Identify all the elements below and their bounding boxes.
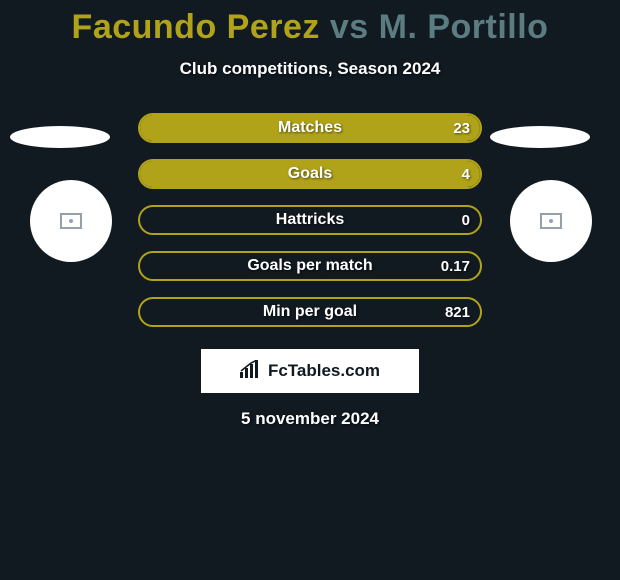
stat-label: Min per goal bbox=[263, 303, 357, 321]
title-player1: Facundo Perez bbox=[72, 8, 320, 46]
stat-label: Matches bbox=[278, 119, 342, 137]
brand-badge[interactable]: FcTables.com bbox=[201, 349, 419, 393]
date-text: 5 november 2024 bbox=[0, 409, 620, 429]
player2-flag-placeholder bbox=[540, 213, 562, 229]
stat-value-right: 821 bbox=[445, 304, 470, 321]
stat-label: Goals per match bbox=[247, 257, 372, 275]
subtitle: Club competitions, Season 2024 bbox=[0, 59, 620, 79]
stat-value-right: 23 bbox=[453, 120, 470, 137]
page-title: Facundo Perez vs M. Portillo bbox=[0, 0, 620, 47]
stat-row: Hattricks 0 bbox=[138, 205, 482, 235]
player1-flag-placeholder bbox=[60, 213, 82, 229]
stat-label: Hattricks bbox=[276, 211, 344, 229]
stat-row: Goals 4 bbox=[138, 159, 482, 189]
stat-value-right: 0 bbox=[462, 212, 470, 229]
title-player2: M. Portillo bbox=[379, 8, 549, 46]
brand-chart-icon bbox=[240, 360, 262, 383]
brand-text: FcTables.com bbox=[268, 361, 380, 381]
player1-shadow-ellipse bbox=[10, 126, 110, 148]
stat-value-right: 0.17 bbox=[441, 258, 470, 275]
stat-row: Goals per match 0.17 bbox=[138, 251, 482, 281]
stat-value-right: 4 bbox=[462, 166, 470, 183]
stat-label: Goals bbox=[288, 165, 332, 183]
player2-shadow-ellipse bbox=[490, 126, 590, 148]
stat-row: Min per goal 821 bbox=[138, 297, 482, 327]
stat-row: Matches 23 bbox=[138, 113, 482, 143]
title-vs: vs bbox=[330, 8, 369, 46]
